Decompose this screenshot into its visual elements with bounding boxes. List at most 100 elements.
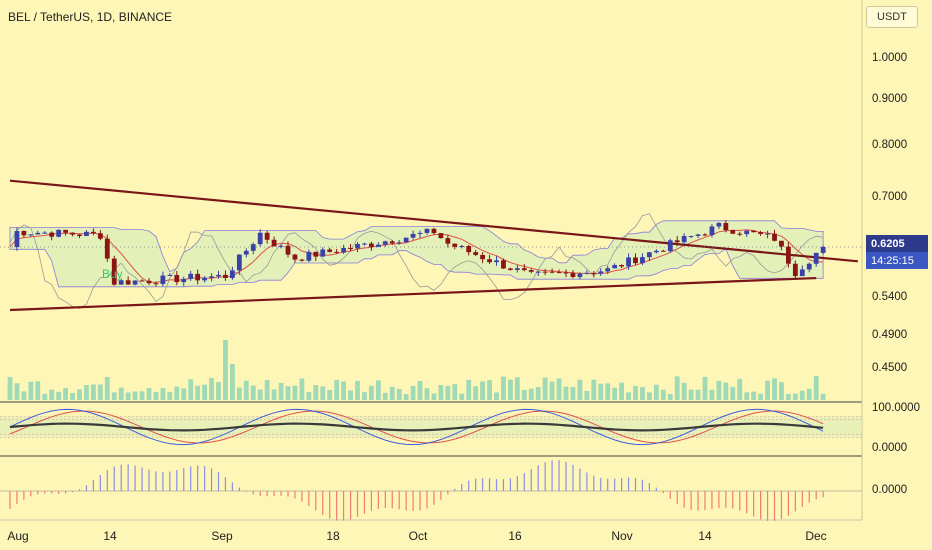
support-trendline bbox=[9, 276, 817, 312]
candle-body bbox=[667, 240, 673, 252]
volume-bar bbox=[111, 392, 117, 400]
osc-tick-label: 0.0000 bbox=[872, 442, 908, 454]
volume-bar bbox=[424, 388, 430, 400]
volume-bar bbox=[146, 388, 152, 400]
candle-body bbox=[146, 280, 152, 284]
candle-body bbox=[97, 233, 103, 239]
volume-bar bbox=[410, 385, 416, 400]
volume-bar bbox=[688, 389, 694, 400]
candle-body bbox=[125, 280, 131, 285]
candle-body bbox=[21, 230, 27, 236]
candle-body bbox=[118, 280, 124, 285]
candle-body bbox=[723, 223, 729, 231]
candle-body bbox=[70, 232, 75, 235]
currency-button[interactable]: USDT bbox=[866, 6, 918, 28]
volume-bar bbox=[362, 392, 367, 400]
volume-bar bbox=[806, 388, 812, 400]
volume-bar bbox=[216, 381, 221, 400]
candle-body bbox=[403, 237, 409, 243]
volume-bar bbox=[514, 377, 520, 400]
candle-body bbox=[216, 274, 221, 277]
volume-bar bbox=[751, 391, 757, 400]
volume-bar bbox=[125, 392, 131, 400]
candle-body bbox=[84, 231, 89, 237]
volume-bar bbox=[494, 392, 499, 400]
y-tick-label: 0.7000 bbox=[872, 191, 908, 203]
candle-body bbox=[424, 228, 430, 233]
candle-body bbox=[598, 271, 604, 274]
candle-body bbox=[640, 257, 645, 264]
candle-body bbox=[389, 241, 395, 244]
volume-bar bbox=[640, 387, 645, 400]
volume-bar bbox=[97, 384, 103, 400]
x-tick-label: 14 bbox=[698, 529, 712, 543]
candle-body bbox=[42, 232, 48, 234]
candle-body bbox=[674, 240, 680, 243]
y-tick-label: 0.9000 bbox=[872, 93, 908, 105]
candle-body bbox=[792, 263, 798, 277]
symbol-title: BEL / TetherUS, 1D, BINANCE bbox=[8, 10, 173, 24]
candle-body bbox=[285, 245, 291, 255]
x-tick-label: 14 bbox=[103, 529, 117, 543]
volume-bar bbox=[417, 380, 423, 400]
candle-body bbox=[633, 257, 638, 264]
volume-bar bbox=[730, 386, 736, 400]
candle-body bbox=[577, 273, 583, 277]
oscillator-fast-line bbox=[9, 408, 824, 446]
candle-body bbox=[77, 234, 82, 237]
candle-body bbox=[382, 241, 388, 245]
volume-bar bbox=[501, 376, 506, 400]
volume-bar bbox=[577, 379, 583, 400]
volume-bar bbox=[473, 386, 479, 400]
candle-body bbox=[14, 230, 20, 248]
candle-body bbox=[139, 280, 145, 282]
volume-bar bbox=[56, 391, 62, 400]
candle-body bbox=[480, 254, 485, 260]
volume-bar bbox=[431, 393, 437, 400]
volume-bar bbox=[292, 385, 298, 400]
x-tick-label: 16 bbox=[508, 529, 522, 543]
candle-body bbox=[104, 238, 110, 259]
candle-body bbox=[549, 271, 555, 273]
candle-body bbox=[688, 235, 694, 237]
candle-body bbox=[355, 243, 360, 249]
candle-body bbox=[681, 235, 687, 243]
candle-body bbox=[716, 223, 722, 227]
volume-bar bbox=[327, 389, 333, 400]
candle-body bbox=[271, 239, 277, 247]
volume-bar bbox=[278, 382, 284, 400]
candle-body bbox=[236, 254, 242, 271]
candle-body bbox=[508, 268, 513, 270]
volume-bar bbox=[466, 379, 472, 400]
volume-bar bbox=[174, 386, 180, 400]
candle-body bbox=[459, 245, 465, 247]
volume-bar bbox=[674, 376, 680, 400]
volume-bar bbox=[369, 385, 374, 400]
volume-bar bbox=[487, 380, 492, 400]
candle-body bbox=[799, 269, 805, 277]
candle-body bbox=[35, 232, 41, 235]
volume-bar bbox=[209, 377, 214, 400]
y-tick-label: 0.8000 bbox=[872, 139, 908, 151]
volume-bar bbox=[445, 386, 451, 400]
candle-body bbox=[494, 260, 499, 263]
volume-bar bbox=[786, 393, 791, 400]
volume-bar bbox=[813, 376, 819, 400]
candle-body bbox=[375, 244, 381, 247]
volume-bar bbox=[716, 380, 722, 400]
candle-body bbox=[765, 233, 770, 235]
candle-body bbox=[431, 228, 437, 234]
candle-body bbox=[306, 251, 312, 261]
volume-bar bbox=[744, 392, 750, 400]
candle-body bbox=[223, 274, 228, 278]
volume-bar bbox=[772, 378, 777, 400]
candle-body bbox=[542, 271, 548, 273]
candle-body bbox=[591, 272, 597, 274]
volume-bar bbox=[737, 378, 743, 400]
candle-body bbox=[466, 245, 472, 253]
volume-bar bbox=[334, 379, 340, 400]
candle-body bbox=[695, 234, 701, 236]
volume-bar bbox=[202, 384, 207, 400]
